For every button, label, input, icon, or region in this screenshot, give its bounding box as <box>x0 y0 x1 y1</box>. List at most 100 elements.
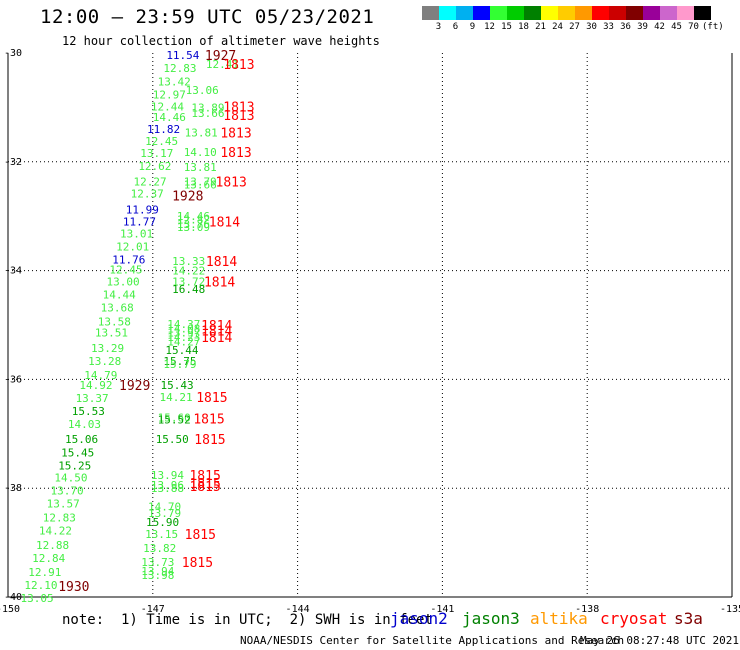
legend-swatch <box>694 6 711 20</box>
wave-height-label: 15.06 <box>65 433 98 446</box>
wave-height-label: 15.25 <box>58 459 91 472</box>
pass-time-label: 1813 <box>220 146 251 161</box>
wave-height-label: 11.54 <box>166 49 199 62</box>
legend-label: 36 <box>620 22 631 32</box>
legend-label: 70 <box>688 22 699 32</box>
legend-label: 30 <box>586 22 597 32</box>
y-tick-label: -36 <box>4 374 22 385</box>
legend-swatch <box>507 6 524 20</box>
wave-height-label: 15.90 <box>146 516 179 529</box>
legend-swatch <box>592 6 609 20</box>
wave-height-label: 13.68 <box>101 302 134 315</box>
legend-label: 33 <box>603 22 614 32</box>
wave-height-label: 11.77 <box>123 216 156 229</box>
legend-swatch <box>575 6 592 20</box>
chart-title: 12:00 — 23:59 UTC 05/23/2021 <box>40 6 375 28</box>
wave-height-label: 14.70 <box>148 501 181 514</box>
legend-altika: altika <box>530 609 588 628</box>
wave-height-label: 13.17 <box>140 147 173 160</box>
legend-s3a: s3a <box>674 609 703 628</box>
pass-time-label: 1929 <box>119 379 150 394</box>
pass-time-label: 1813 <box>220 126 251 141</box>
wave-height-label: 14.03 <box>68 418 101 431</box>
pass-time-label: 1813 <box>223 58 254 73</box>
pass-time-label: 1927 <box>205 49 236 64</box>
wave-height-label: 14.46 <box>177 210 210 223</box>
wave-height-label: 15.79 <box>163 358 196 371</box>
wave-height-label: 13.29 <box>91 342 124 355</box>
wave-height-label: 13.42 <box>158 75 191 88</box>
wave-height-label: 15.53 <box>72 405 105 418</box>
wave-height-label: 12.01 <box>116 241 149 254</box>
legend-label: 12 <box>484 22 495 32</box>
wave-height-label: 12.44 <box>151 100 184 113</box>
wave-height-label: 12.41 <box>206 58 239 71</box>
wave-height-label: 15.44 <box>165 344 198 357</box>
legend-swatch <box>626 6 643 20</box>
wave-height-label: 13.06 <box>186 84 219 97</box>
wave-height-label: 13.28 <box>88 355 121 368</box>
y-tick-label: -40 <box>4 592 22 603</box>
x-tick-label: -144 <box>286 604 310 615</box>
pass-time-label: 1815 <box>189 477 220 492</box>
pass-time-label: 1814 <box>204 275 235 290</box>
legend-label: 39 <box>637 22 648 32</box>
wave-height-label: 14.08 <box>167 322 200 335</box>
wave-height-label: 14.22 <box>172 265 205 278</box>
pass-time-label: 1815 <box>196 391 227 406</box>
wave-height-label: 11.99 <box>126 204 159 217</box>
wave-height-label: 12.45 <box>109 264 142 277</box>
wave-height-label: 13.73 <box>141 556 174 569</box>
legend-label: 18 <box>518 22 529 32</box>
wave-height-label: 12.10 <box>24 579 57 592</box>
y-tick-label: -34 <box>4 266 22 277</box>
pass-time-label: 1815 <box>189 480 220 495</box>
wave-height-label: 15.60 <box>158 411 191 424</box>
legend-swatch <box>609 6 626 20</box>
wave-height-label: 12.83 <box>43 512 76 525</box>
legend-label: 21 <box>535 22 546 32</box>
legend-swatch <box>439 6 456 20</box>
wave-height-label: 13.66 <box>191 107 224 120</box>
wave-height-label: 11.76 <box>112 254 145 267</box>
legend-swatch <box>677 6 694 20</box>
legend-label: 42 <box>654 22 665 32</box>
pass-time-label: 1815 <box>189 469 220 484</box>
wave-height-label: 14.44 <box>103 289 136 302</box>
wave-height-label: 12.45 <box>145 135 178 148</box>
pass-time-label: 1815 <box>193 413 224 428</box>
footnote: note: 1) Time is in UTC; 2) SWH is in fe… <box>62 612 433 628</box>
legend-cryosat: cryosat <box>600 609 668 628</box>
wave-height-label: 13.01 <box>120 228 153 241</box>
wave-height-label: 13.15 <box>145 528 178 541</box>
wave-height-label: 15.45 <box>61 446 94 459</box>
wave-height-label: 13.88 <box>151 482 184 495</box>
pass-time-label: 1814 <box>206 255 237 270</box>
wave-height-label: 13.79 <box>148 507 181 520</box>
legend-swatch <box>473 6 490 20</box>
legend-jason2: jason2 <box>390 609 448 628</box>
wave-height-label: 14.46 <box>153 111 186 124</box>
legend-swatch <box>524 6 541 20</box>
legend-label: 9 <box>469 22 476 32</box>
legend-swatch <box>541 6 558 20</box>
wave-height-label: 15.52 <box>158 414 191 427</box>
x-tick-label: -138 <box>575 604 599 615</box>
pass-time-label: 1930 <box>58 580 89 595</box>
legend-swatch <box>558 6 575 20</box>
wave-height-label: 13.98 <box>141 569 174 582</box>
wave-height-label: 13.09 <box>177 221 210 234</box>
wave-height-label: 14.37 <box>167 318 200 331</box>
x-tick-label: -141 <box>430 604 454 615</box>
wave-height-label: 11.82 <box>147 123 180 136</box>
wave-height-label: 13.37 <box>76 392 109 405</box>
wave-height-label: 12.84 <box>32 552 65 565</box>
wave-height-label: 13.05 <box>21 592 54 605</box>
pass-time-label: 1813 <box>216 175 247 190</box>
pass-time-label: 1813 <box>223 100 254 115</box>
wave-height-label: 13.81 <box>184 161 217 174</box>
wave-height-label: 13.94 <box>151 469 184 482</box>
wave-height-label: 12.62 <box>138 160 171 173</box>
